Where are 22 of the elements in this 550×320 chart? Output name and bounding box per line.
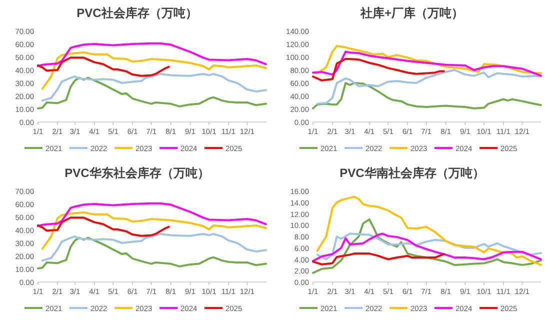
line-series (37, 236, 267, 270)
line-series (37, 42, 267, 68)
line-series (312, 58, 445, 82)
line-series (41, 72, 267, 102)
line-series (312, 50, 542, 77)
line-series (41, 51, 267, 90)
line-series (316, 69, 542, 105)
line-series (312, 82, 542, 110)
chart-title: PVC华东社会库存（万吨） (64, 166, 210, 180)
line-series (37, 76, 267, 110)
line-series (37, 56, 170, 77)
line-series (41, 232, 267, 262)
line-series (37, 202, 267, 228)
line-series (316, 44, 542, 74)
line-series (37, 216, 170, 237)
chart-title: PVC社会库存（万吨） (76, 6, 198, 20)
line-series (312, 218, 542, 274)
line-series (41, 211, 267, 250)
chart-title: 社库+厂库（万吨） (359, 6, 464, 20)
line-series (316, 196, 542, 266)
line-series (312, 252, 445, 266)
chart-title: PVC华南社会库存（万吨） (340, 166, 484, 180)
